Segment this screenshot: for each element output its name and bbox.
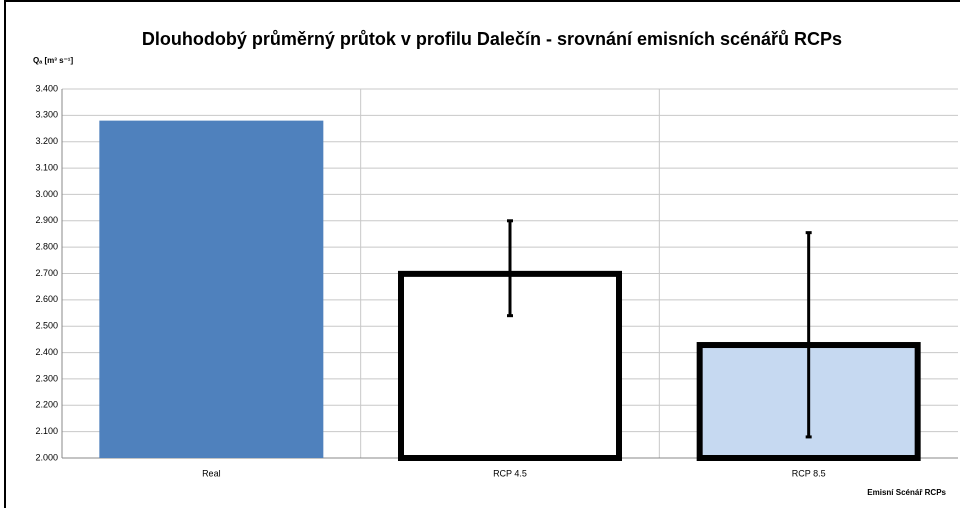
y-axis-label: Qₐ [m³ s⁻¹] — [33, 56, 73, 65]
x-tick-label: RCP 4.5 — [493, 468, 527, 478]
x-tick-label: RCP 8.5 — [792, 468, 826, 478]
y-tick-label: 2.400 — [35, 347, 58, 357]
bar — [99, 120, 324, 458]
x-tick-label: Real — [202, 468, 221, 478]
y-tick-label: 2.100 — [35, 426, 58, 436]
y-tick-label: 3.400 — [35, 83, 58, 93]
y-tick-label: 3.300 — [35, 110, 58, 120]
y-tick-label: 2.900 — [35, 215, 58, 225]
y-tick-label: 3.100 — [35, 162, 58, 172]
y-tick-label: 2.200 — [35, 400, 58, 410]
y-tick-label: 2.000 — [35, 452, 58, 462]
chart-title: Dlouhodobý průměrný průtok v profilu Dal… — [142, 29, 842, 49]
y-tick-label: 2.700 — [35, 268, 58, 278]
x-axis-label: Emisní Scénář RCPs — [867, 488, 946, 497]
y-tick-label: 2.800 — [35, 242, 58, 252]
y-tick-label: 3.000 — [35, 189, 58, 199]
y-tick-label: 2.500 — [35, 321, 58, 331]
y-tick-label: 2.300 — [35, 373, 58, 383]
y-tick-label: 2.600 — [35, 294, 58, 304]
y-tick-label: 3.200 — [35, 136, 58, 146]
